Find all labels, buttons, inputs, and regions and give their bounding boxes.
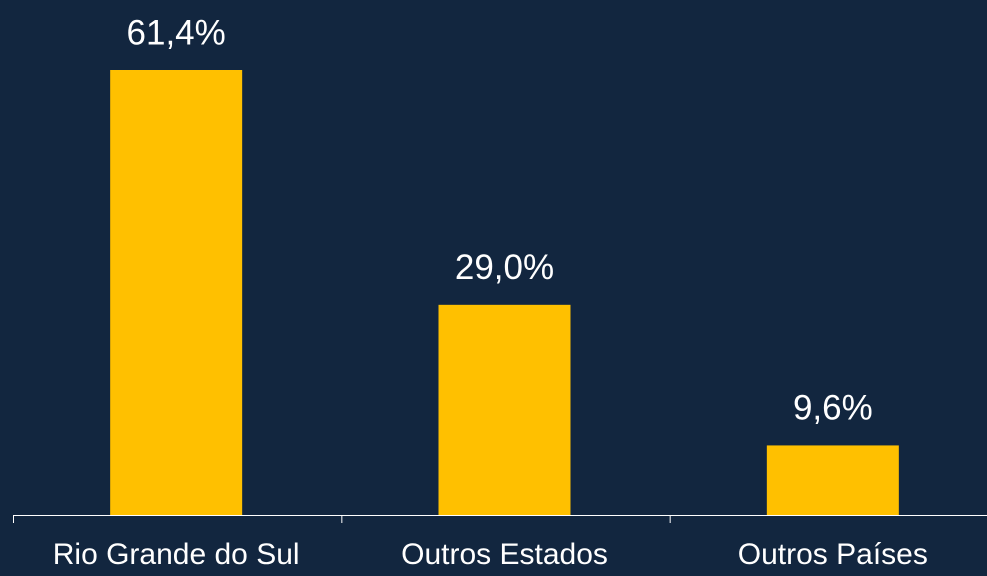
x-tick-label: Outros Estados <box>401 538 608 571</box>
x-tick-label: Rio Grande do Sul <box>53 538 300 571</box>
value-label: 9,6% <box>793 389 873 428</box>
x-tick-label: Outros Países <box>738 538 928 571</box>
value-label: 29,0% <box>455 248 554 287</box>
bar <box>766 445 899 515</box>
value-label: 61,4% <box>127 13 226 52</box>
bar <box>438 304 571 515</box>
bar <box>110 70 243 515</box>
